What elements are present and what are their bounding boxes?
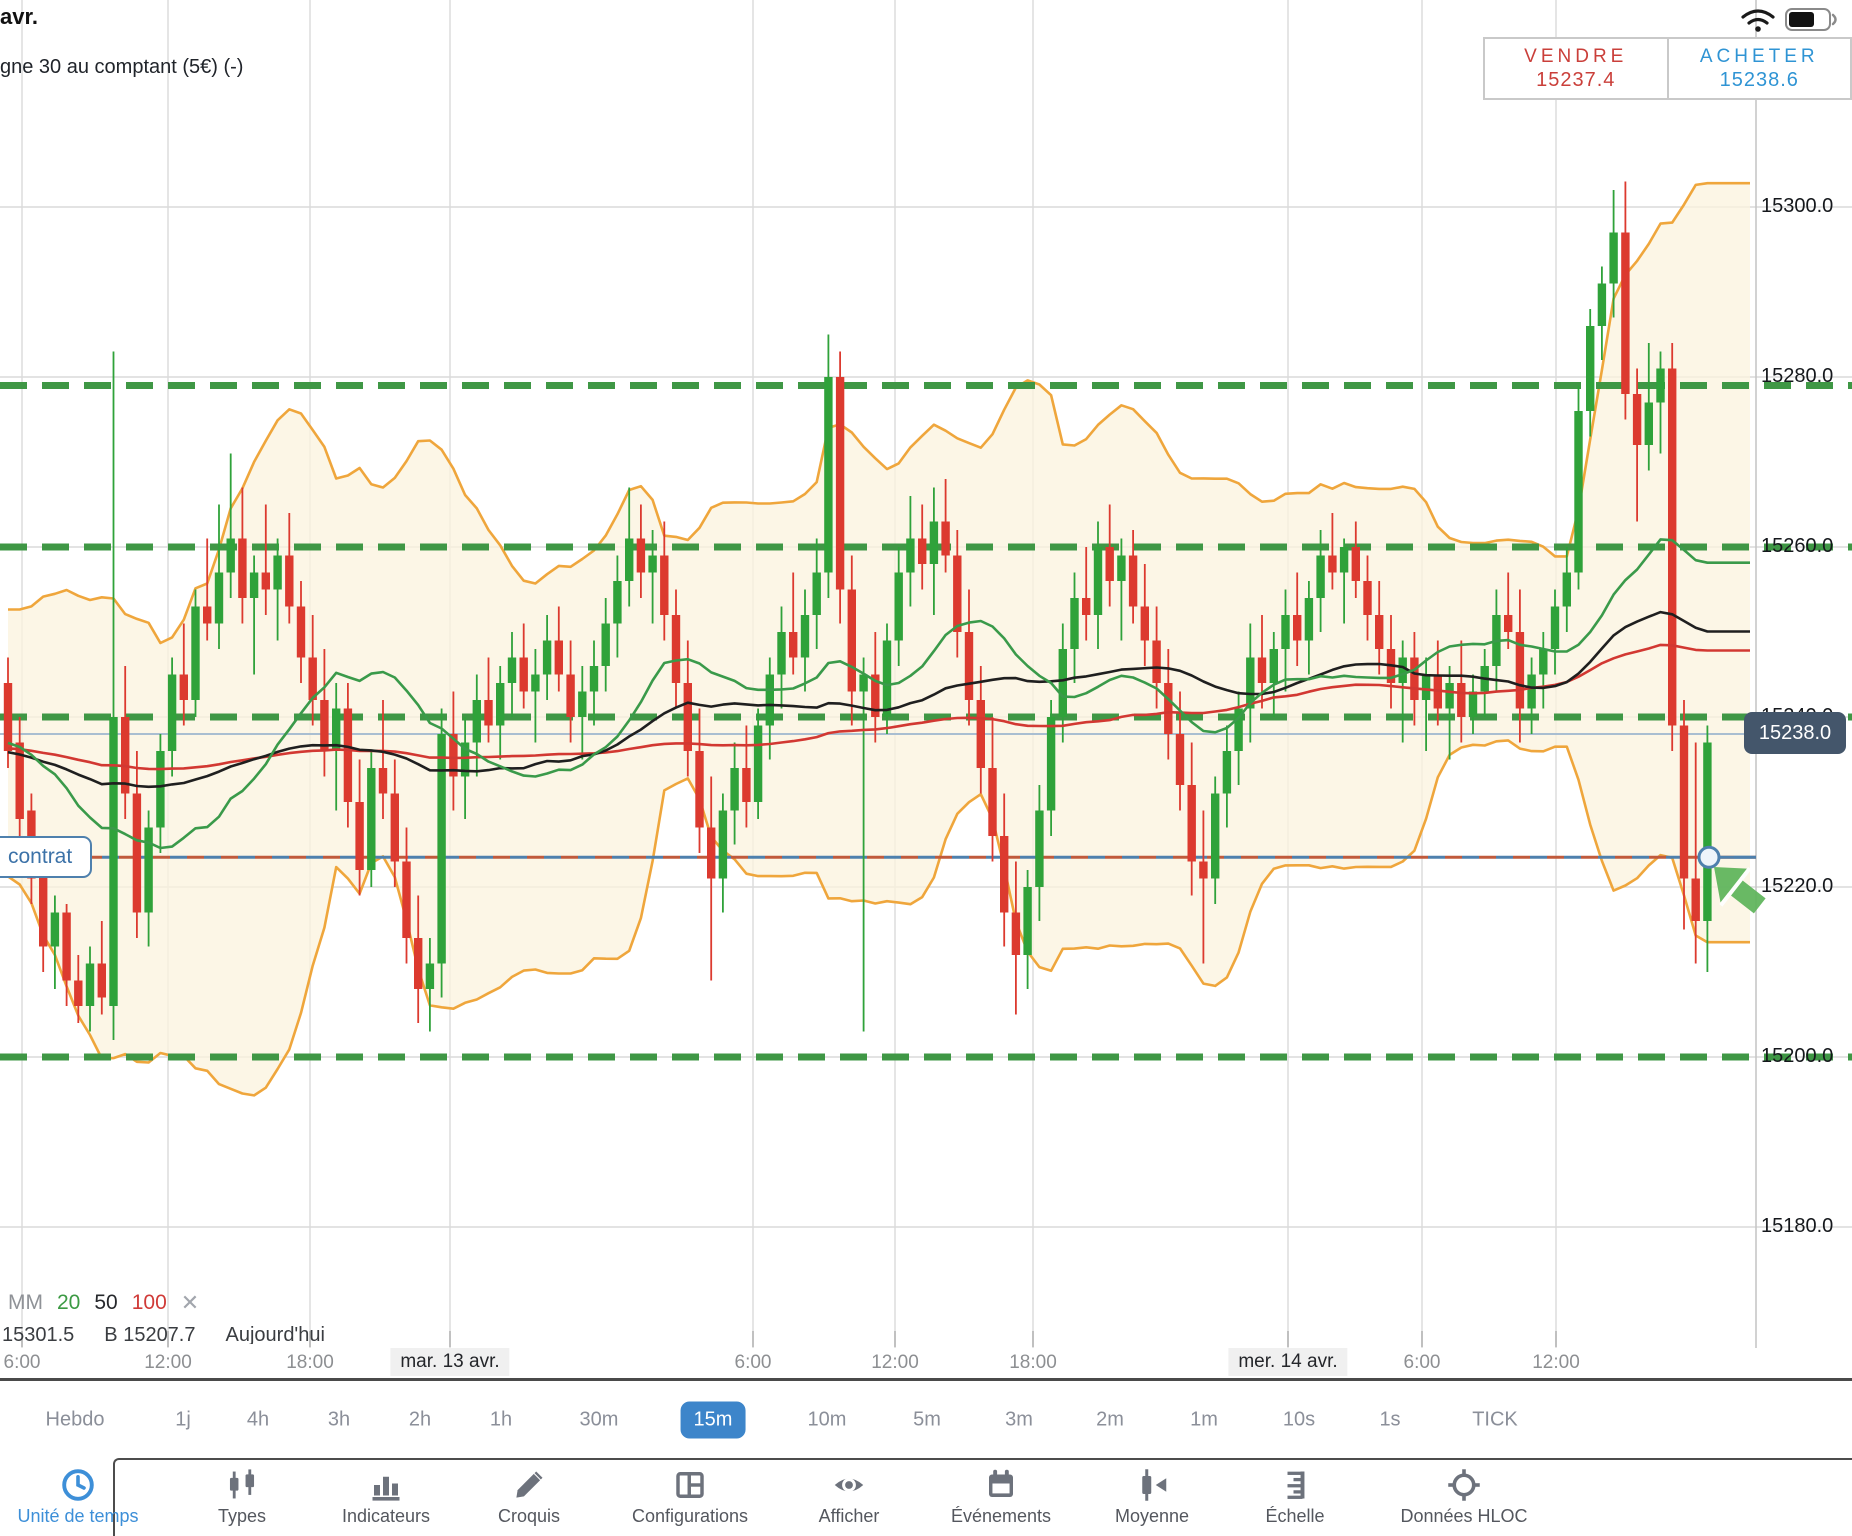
time-axis-label: 12:00 <box>144 1352 192 1373</box>
ma-legend-name: MM <box>8 1291 43 1314</box>
timeframe-10m[interactable]: 10m <box>807 1408 847 1430</box>
buy-button[interactable]: ACHETER 15238.6 <box>1666 39 1851 98</box>
clock-icon <box>60 1466 96 1504</box>
toolbar-item-label: Croquis <box>497 1506 561 1526</box>
toolbar-item-types[interactable]: Types <box>152 1466 332 1527</box>
eye-icon <box>830 1466 868 1504</box>
toolbar-item--chelle[interactable]: Échelle <box>1205 1466 1385 1527</box>
time-axis-label: 12:00 <box>1532 1352 1580 1373</box>
toolbar-item-label: Données HLOC <box>1400 1506 1528 1526</box>
toolbar-item-label: Types <box>217 1506 267 1526</box>
toolbar-item-croquis[interactable]: Croquis <box>439 1466 619 1527</box>
session-info-row: 15301.5 B 15207.7 Aujourd'hui <box>2 1324 325 1344</box>
time-axis-label: 6:00 <box>734 1352 772 1373</box>
toolbar-item-label: Échelle <box>1265 1506 1325 1526</box>
price-axis-label: 15260.0 <box>1761 535 1834 557</box>
wifi-icon <box>1741 9 1775 32</box>
time-axis-label: 6:00 <box>3 1352 41 1373</box>
timeframe-2m[interactable]: 2m <box>1096 1408 1124 1430</box>
session-high: 15301.5 <box>2 1324 75 1344</box>
toolbar-item-label: Événements <box>950 1506 1052 1526</box>
ruler-icon <box>1277 1466 1313 1504</box>
timeframe-4h[interactable]: 4h <box>246 1408 270 1430</box>
toolbar-item-label: Configurations <box>631 1506 749 1526</box>
timeframe-2h[interactable]: 2h <box>408 1408 432 1430</box>
session-label: Aujourd'hui <box>225 1324 325 1344</box>
chart-canvas[interactable]: avr. gne 30 au comptant (5€) (-) VENDRE <box>0 0 1852 1378</box>
toolbar-item-afficher[interactable]: Afficher <box>759 1466 939 1527</box>
battery-icon <box>1785 8 1837 31</box>
timeframe-10s[interactable]: 10s <box>1282 1408 1316 1430</box>
pencil-icon <box>511 1466 547 1504</box>
toolbar-item-donn-es-hloc[interactable]: Données HLOC <box>1374 1466 1554 1527</box>
toolbar-item-moyenne[interactable]: Moyenne <box>1062 1466 1242 1527</box>
bar-chart-icon <box>368 1466 404 1504</box>
time-axis-label: 12:00 <box>871 1352 919 1373</box>
time-axis-date-label: mer. 14 avr. <box>1228 1348 1348 1376</box>
position-marker <box>1697 845 1721 869</box>
toolbar-item-label: Indicateurs <box>341 1506 431 1526</box>
price-axis-label: 15200.0 <box>1761 1045 1834 1067</box>
price-axis-label: 15220.0 <box>1761 875 1834 897</box>
timeframe-3h[interactable]: 3h <box>327 1408 351 1430</box>
time-axis-date-label: mar. 13 avr. <box>390 1348 510 1376</box>
ma-legend-period-100[interactable]: 100 <box>131 1291 167 1314</box>
target-icon <box>1446 1466 1482 1504</box>
toolbar-item-label: Moyenne <box>1114 1506 1190 1526</box>
ma-legend-period-50[interactable]: 50 <box>94 1291 118 1314</box>
instrument-title: gne 30 au comptant (5€) (-) <box>0 56 244 78</box>
timeframe-15m[interactable]: 15m <box>680 1401 746 1438</box>
time-axis-label: 18:00 <box>1009 1352 1057 1373</box>
status-date-fragment: avr. <box>0 4 38 29</box>
toolbar-item-indicateurs[interactable]: Indicateurs <box>296 1466 476 1527</box>
timeframe-bar: Hebdo 1j 4h 3h 2h 1h 30m 15m 10m 5m 3m 2m 1m 10s 1s TIC… <box>0 1378 1852 1458</box>
timeframe-3m[interactable]: 3m <box>1005 1408 1033 1430</box>
candles-icon <box>225 1466 259 1504</box>
timeframe-1s[interactable]: 1s <box>1379 1408 1401 1430</box>
price-axis-label: 15280.0 <box>1761 365 1834 387</box>
contract-level-text: contrat <box>8 845 73 868</box>
timeframe-1h[interactable]: 1h <box>489 1408 513 1430</box>
buy-price: 15238.6 <box>1719 68 1799 91</box>
contract-level-label[interactable]: contrat <box>0 836 92 878</box>
timeframe-tick[interactable]: TICK <box>1472 1408 1518 1430</box>
pointer-arrow-icon <box>1714 867 1766 914</box>
time-axis-label: 18:00 <box>286 1352 334 1373</box>
status-icons <box>1738 4 1848 39</box>
toolbar-item-configurations[interactable]: Configurations <box>600 1466 780 1527</box>
ma-legend-close-icon[interactable]: ✕ <box>180 1290 200 1315</box>
timeframe-1j[interactable]: 1j <box>175 1408 191 1430</box>
sell-button[interactable]: VENDRE 15237.4 <box>1485 39 1667 98</box>
timeframe-5m[interactable]: 5m <box>913 1408 941 1430</box>
toolbar-item-unit-de-temps[interactable]: Unité de temps <box>0 1466 168 1527</box>
timeframe-hebdo[interactable]: Hebdo <box>45 1408 105 1430</box>
sell-label: VENDRE <box>1524 45 1628 67</box>
toolbar-item-label: Afficher <box>818 1506 880 1526</box>
current-price-badge: 15238.0 <box>1744 712 1846 754</box>
calendar-icon <box>983 1466 1019 1504</box>
toolbar-item-label: Unité de temps <box>17 1506 139 1526</box>
price-axis-label: 15180.0 <box>1761 1215 1834 1237</box>
price-axis-label: 15300.0 <box>1761 195 1834 217</box>
toolbar-item--v-nements[interactable]: Événements <box>911 1466 1091 1527</box>
candle-arrow-icon <box>1134 1466 1170 1504</box>
layout-icon <box>672 1466 708 1504</box>
ma-legend-period-20[interactable]: 20 <box>57 1291 81 1314</box>
session-low: B 15207.7 <box>104 1324 196 1344</box>
bottom-toolbar: Unité de temps Types Indicateurs Croquis Con… <box>0 1458 1852 1536</box>
timeframe-30m[interactable]: 30m <box>579 1408 619 1430</box>
candlestick-chart[interactable] <box>0 0 1852 1383</box>
deal-ticket: VENDRE 15237.4 ACHETER 15238.6 <box>1483 37 1852 100</box>
ma-legend: MM 20 50 100 ✕ <box>8 1290 199 1316</box>
toolbar-group-box <box>113 1458 1852 1536</box>
sell-price: 15237.4 <box>1536 68 1616 91</box>
time-axis-label: 6:00 <box>1403 1352 1441 1373</box>
buy-label: ACHETER <box>1699 45 1819 67</box>
timeframe-1m[interactable]: 1m <box>1190 1408 1218 1430</box>
